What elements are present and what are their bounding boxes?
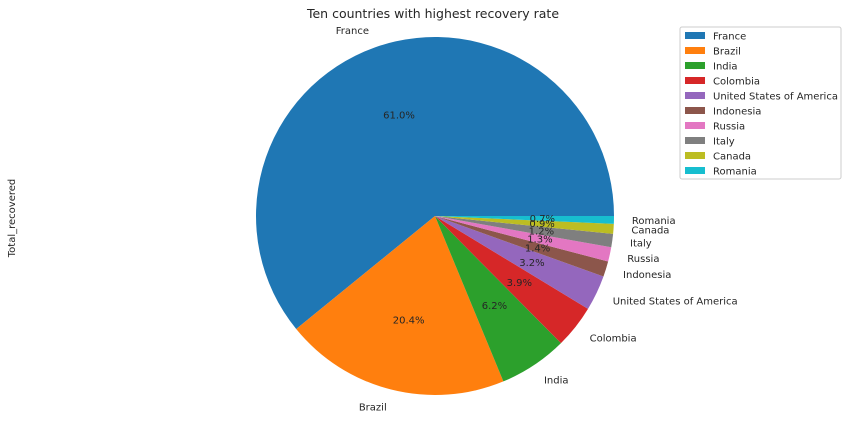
- slice-label: Indonesia: [623, 270, 671, 281]
- legend-label: Colombia: [713, 77, 760, 88]
- legend-swatch: [685, 77, 705, 84]
- pie-slice-france: [255, 37, 614, 330]
- legend: France Brazil India Colombia United States o…: [679, 26, 842, 180]
- percent-label: 20.4%: [393, 316, 425, 327]
- slice-label: Italy: [630, 239, 652, 250]
- legend-swatch: [685, 137, 705, 144]
- percent-label: 1.3%: [527, 235, 552, 246]
- slice-label: Russia: [627, 254, 659, 265]
- legend-label: France: [713, 32, 746, 43]
- slice-label: Canada: [631, 226, 669, 237]
- legend-label: Italy: [713, 137, 735, 148]
- legend-label: Romania: [713, 167, 757, 178]
- percent-label: 1.4%: [525, 243, 550, 254]
- slice-label: Colombia: [590, 333, 637, 344]
- pie-slice-india: [435, 216, 561, 382]
- legend-swatch: [685, 107, 705, 114]
- pie-slice-colombia: [435, 216, 589, 344]
- legend-label: India: [713, 62, 738, 73]
- legend-swatch: [685, 62, 705, 69]
- legend-swatch: [685, 47, 705, 54]
- legend-frame: [679, 26, 842, 180]
- legend-swatch: [685, 32, 705, 39]
- percent-label: 0.7%: [530, 214, 555, 225]
- percent-label: 0.9%: [529, 219, 554, 230]
- percent-label: 61.0%: [383, 110, 415, 121]
- legend-label: Canada: [713, 152, 751, 163]
- legend-swatch: [685, 122, 705, 129]
- chart-title: Ten countries with highest recovery rate: [306, 6, 559, 21]
- slice-label: France: [336, 26, 369, 37]
- slice-label: India: [544, 376, 569, 387]
- legend-label: Brazil: [713, 47, 741, 58]
- legend-label: Russia: [713, 122, 745, 133]
- pie-slice-brazil: [296, 216, 504, 395]
- percent-label: 3.9%: [507, 278, 532, 289]
- legend-swatch: [685, 152, 705, 159]
- slice-labels: France Brazil India Colombia United States o…: [336, 26, 738, 413]
- legend-swatch: [685, 167, 705, 174]
- y-axis-label: Total_recovered: [7, 179, 18, 258]
- percent-label: 1.2%: [529, 226, 554, 237]
- pie-slices: [255, 37, 614, 395]
- percent-label: 3.2%: [519, 258, 544, 269]
- pie-slice-united-states-of-america: [435, 216, 604, 309]
- pie-slice-romania: [435, 216, 614, 224]
- slice-label: United States of America: [613, 296, 738, 307]
- slice-label: Brazil: [359, 402, 387, 413]
- percent-label: 6.2%: [482, 301, 507, 312]
- legend-swatch: [685, 92, 705, 99]
- pie-slice-russia: [435, 216, 612, 262]
- legend-label: Indonesia: [713, 107, 761, 118]
- slice-label: Romania: [632, 216, 676, 227]
- pie-slice-italy: [435, 216, 614, 248]
- legend-label: United States of America: [713, 92, 838, 103]
- pie-slice-indonesia: [435, 216, 609, 277]
- percent-labels: 61.0% 20.4% 6.2% 3.9% 3.2% 1.4%1.3%1.2%0.9%0.…: [383, 110, 555, 326]
- pie-slice-canada: [435, 216, 614, 234]
